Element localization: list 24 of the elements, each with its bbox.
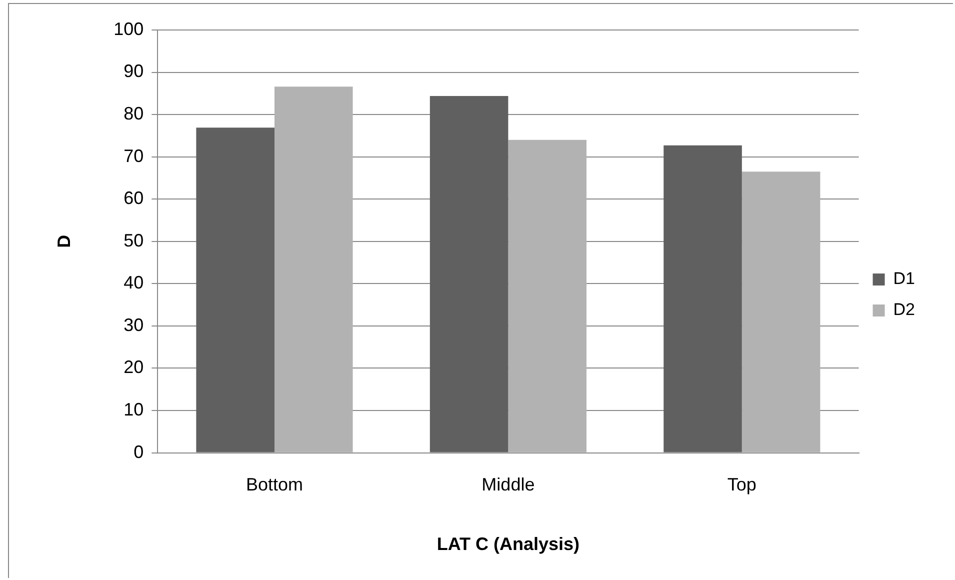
bar <box>664 145 742 452</box>
y-tick-label: 80 <box>124 104 144 124</box>
y-tick-label: 0 <box>134 442 144 462</box>
y-tick-label: 30 <box>124 314 144 335</box>
x-tick-label: Top <box>727 474 756 495</box>
y-axis-title: D <box>54 234 74 248</box>
y-tick-label: 10 <box>124 399 144 420</box>
bar <box>742 172 820 452</box>
bar <box>274 86 353 452</box>
legend-label: D1 <box>893 269 916 288</box>
y-tick-label: 70 <box>124 146 144 166</box>
x-tick-label: Middle <box>482 474 535 495</box>
bar <box>430 96 508 452</box>
y-tick-label: 100 <box>114 18 144 39</box>
legend-label: D2 <box>893 300 916 320</box>
x-tick-label: Bottom <box>246 474 304 495</box>
y-tick-label: 50 <box>124 230 144 250</box>
y-tick-label: 20 <box>124 357 144 378</box>
y-tick-label: 40 <box>124 272 144 293</box>
bar <box>196 128 274 452</box>
y-tick-label: 90 <box>124 61 144 82</box>
bar <box>508 140 586 452</box>
x-axis-title: LAT C (Analysis) <box>436 534 580 554</box>
y-tick-label: 60 <box>124 188 144 208</box>
